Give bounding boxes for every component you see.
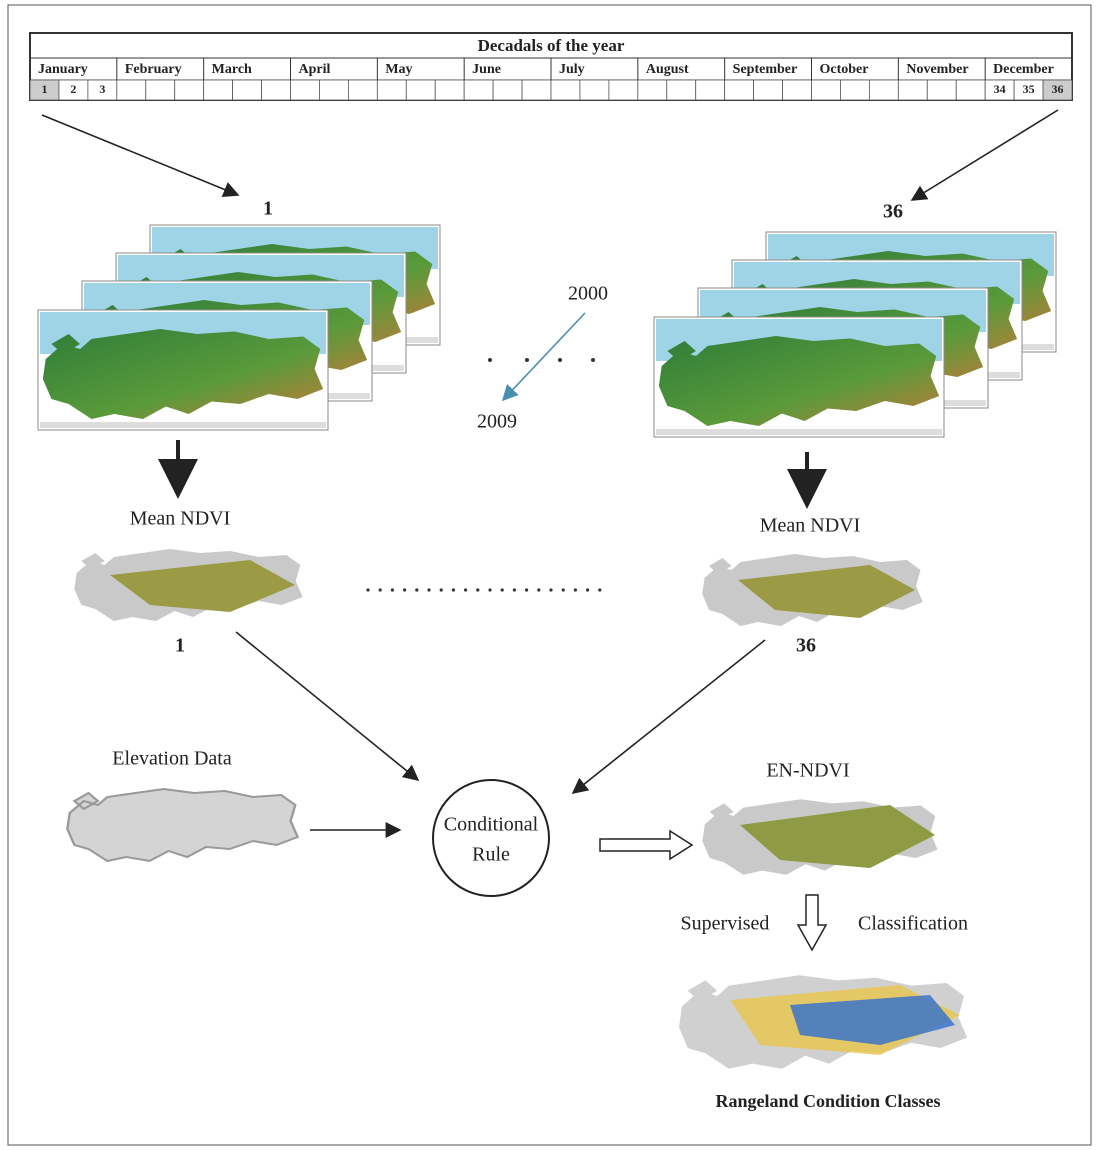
decadal-cell — [319, 79, 349, 101]
decadal-cell — [405, 79, 436, 101]
dot — [378, 588, 382, 592]
decadal-label: 35 — [1023, 82, 1035, 96]
dot — [525, 588, 529, 592]
month-label: February — [125, 62, 182, 77]
dot — [586, 588, 590, 592]
decadal-cell — [232, 79, 262, 101]
dot — [549, 588, 553, 592]
decadal-cell — [203, 79, 234, 101]
decadal-cell — [782, 79, 812, 101]
decadal-cell — [116, 79, 147, 101]
labels: 1 36 2000 2009 Mean NDVI Mean NDVI 1 36 … — [112, 198, 968, 1112]
map-title: Mean NDVI — [760, 515, 861, 537]
dot — [558, 358, 562, 362]
decadal-cell — [550, 79, 581, 101]
dot — [476, 588, 480, 592]
dot — [512, 588, 517, 592]
dot — [415, 588, 419, 592]
month-label: November — [906, 62, 968, 77]
stack-label: 1 — [263, 198, 273, 220]
maps — [66, 549, 968, 1069]
dot — [537, 588, 541, 592]
dot — [488, 588, 492, 592]
map-label: 1 — [175, 635, 185, 657]
month-label: April — [299, 62, 331, 77]
decadal-cell — [840, 79, 870, 101]
decadal-cell — [434, 79, 465, 101]
decadal-cell — [811, 79, 841, 101]
decadal-cell — [608, 79, 639, 101]
table-title: Decadals of the year — [478, 36, 625, 55]
decadal-label: 3 — [99, 82, 105, 96]
decadal-table: Decadals of the year January February Marc… — [29, 32, 1073, 101]
frame — [7, 4, 1092, 1146]
decadal-cell — [724, 79, 755, 101]
dot — [561, 588, 565, 592]
decadal-cell — [753, 79, 783, 101]
month-label: January — [38, 62, 88, 77]
month-label: December — [993, 62, 1054, 77]
dot — [427, 588, 431, 592]
decadal-cell — [637, 79, 668, 101]
map-label: 36 — [796, 635, 816, 657]
dot — [488, 358, 492, 362]
result-title: Rangeland Condition Classes — [715, 1091, 940, 1111]
decadal-cell — [174, 79, 205, 101]
decadal-cell — [347, 79, 378, 101]
decadal-cell — [868, 79, 899, 101]
decadal-cell — [376, 79, 407, 101]
decadal-label: 36 — [1052, 82, 1064, 96]
decadal-cell — [492, 79, 523, 101]
decadal-cell — [695, 79, 726, 101]
decadal-cell — [666, 79, 697, 101]
map-title: Elevation Data — [112, 748, 232, 770]
decadal-label: 2 — [70, 82, 76, 96]
dot — [366, 588, 370, 592]
dot — [451, 588, 455, 592]
month-label: March — [212, 62, 252, 77]
decadal-cell — [463, 79, 494, 101]
dot — [464, 588, 468, 592]
decadal-cell — [955, 79, 986, 101]
dot — [525, 358, 529, 362]
decadal-cell — [1042, 79, 1073, 101]
month-label: September — [733, 62, 798, 77]
decadal-cell — [926, 79, 957, 101]
year-label: 2009 — [477, 411, 517, 433]
arrows — [41, 109, 1059, 952]
decadal-cell — [897, 79, 928, 101]
month-label: May — [385, 62, 412, 77]
month-label: July — [559, 62, 585, 77]
rule-text: Conditional — [444, 814, 539, 836]
decadal-cell — [145, 79, 176, 101]
dot — [598, 588, 602, 592]
decadal-cell — [290, 79, 320, 101]
dot — [591, 358, 595, 362]
dot — [390, 588, 394, 592]
decadal-label: 1 — [41, 82, 47, 96]
step-label: Supervised — [681, 913, 770, 935]
decadal-cell — [521, 79, 552, 101]
month-label: June — [472, 62, 501, 77]
dot — [403, 588, 407, 592]
decadal-cell — [579, 79, 610, 101]
rule-text: Rule — [472, 844, 510, 866]
month-label: October — [820, 62, 869, 77]
decadal-cell — [261, 79, 291, 101]
year-label: 2000 — [568, 283, 608, 305]
step-label: Classification — [858, 913, 968, 935]
map-title: Mean NDVI — [130, 508, 231, 530]
dot — [573, 588, 578, 592]
decadal-label: 34 — [994, 82, 1006, 96]
stack-label: 36 — [883, 201, 903, 223]
image-stacks — [38, 225, 1056, 437]
ellipsis — [366, 358, 602, 592]
month-label: August — [646, 62, 689, 77]
dot — [500, 588, 504, 592]
map-title: EN-NDVI — [766, 760, 849, 782]
dot — [439, 588, 443, 592]
